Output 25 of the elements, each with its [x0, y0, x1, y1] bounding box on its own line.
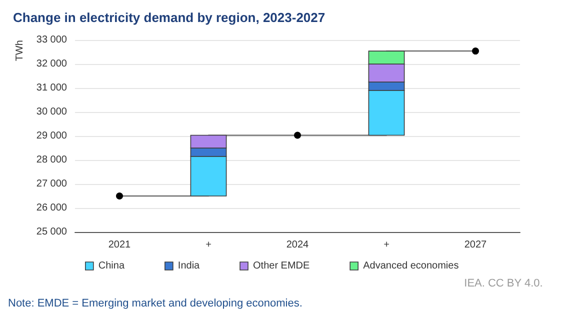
x-tick-label: 2024	[286, 240, 310, 250]
y-axis-title: TWh	[14, 40, 26, 62]
y-tick-label: 29 000	[36, 130, 68, 142]
x-tick-label: 2027	[464, 240, 488, 250]
legend-label: India	[178, 260, 200, 272]
y-tick-label: 26 000	[36, 202, 68, 214]
point	[116, 192, 123, 200]
y-tick-label: 25 000	[36, 226, 68, 238]
y-tick-label: 27 000	[36, 178, 68, 190]
text: IEA. CC BY 4.0.	[464, 278, 543, 290]
chart-title: Change in electricity demand by region, 2023-2027	[13, 10, 326, 25]
y-tick-label: 28 000	[36, 154, 68, 166]
legend-label: Advanced economies	[363, 260, 459, 272]
x-tick-label: +	[206, 240, 212, 250]
x-tick-label: 2021	[108, 240, 132, 250]
y-tick-label: 32 000	[36, 58, 68, 70]
legend-label: Other EMDE	[253, 260, 310, 272]
y-tick-label: 31 000	[36, 82, 68, 94]
point	[472, 48, 479, 55]
y-tick-label: 30 000	[36, 106, 68, 118]
legend-label: China	[98, 260, 125, 272]
y-tick-label: 33 000	[36, 34, 68, 46]
text: Note: EMDE = Emerging market and developing economies.	[8, 298, 302, 310]
point	[294, 132, 301, 139]
x-tick-label: +	[384, 240, 390, 250]
